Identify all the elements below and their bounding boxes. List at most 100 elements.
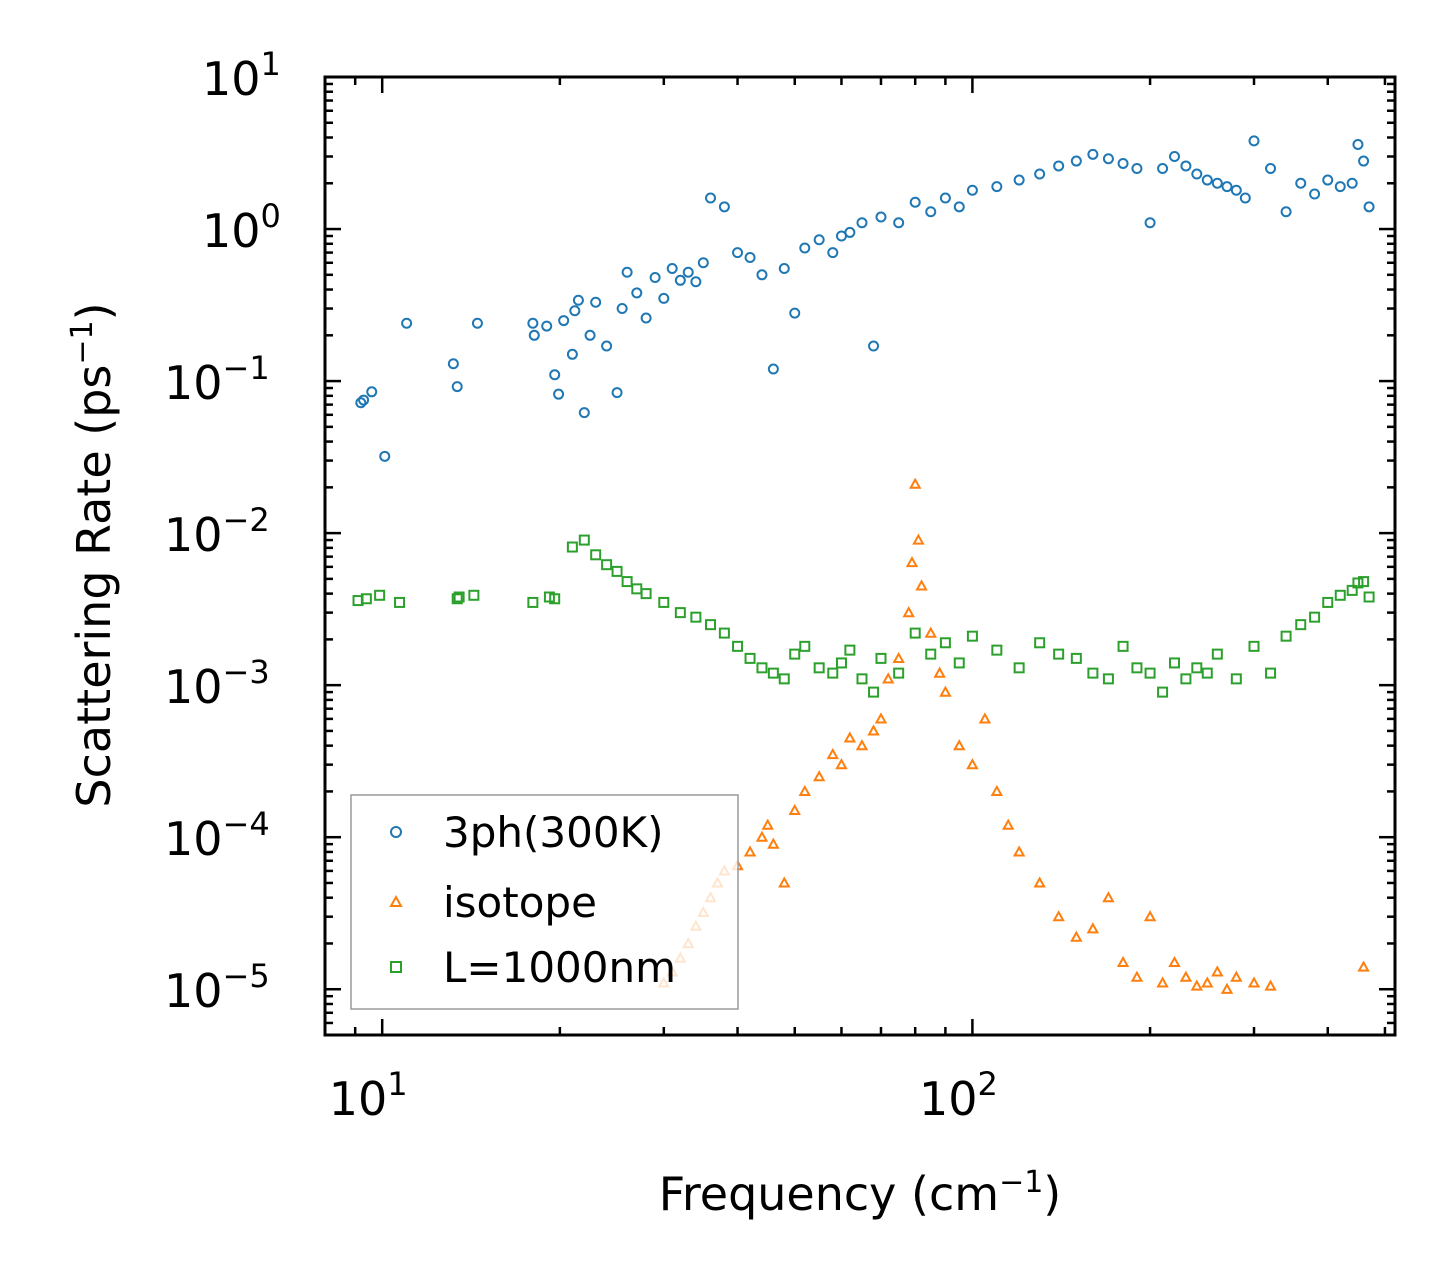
data-point	[925, 206, 937, 218]
data-point	[1201, 667, 1213, 679]
data-point	[374, 589, 386, 601]
data-point	[1211, 648, 1223, 660]
data-point	[953, 201, 965, 213]
data-point	[1363, 201, 1375, 213]
y-axis-label: Scattering Rate (ps−1)	[65, 302, 121, 807]
data-point	[1070, 155, 1082, 167]
data-point	[1264, 979, 1277, 991]
data-point	[1131, 662, 1143, 674]
data-point	[1052, 910, 1065, 922]
y-tick-label: 101	[202, 45, 281, 106]
y-tick-label: 10−3	[164, 653, 270, 714]
data-point	[1116, 955, 1130, 968]
data-point	[966, 758, 979, 770]
data-point	[1053, 160, 1065, 172]
data-point	[1002, 818, 1015, 830]
data-point	[1191, 662, 1203, 674]
data-point	[666, 263, 678, 275]
data-point	[453, 591, 465, 603]
data-point	[1190, 979, 1204, 991]
data-point	[394, 596, 406, 608]
data-point	[835, 758, 848, 770]
data-point	[1102, 891, 1115, 903]
y-tick-label: 100	[202, 197, 281, 258]
data-point	[447, 358, 459, 370]
legend-label: isotope	[443, 878, 597, 927]
data-point	[892, 651, 905, 663]
legend-marker	[389, 894, 403, 907]
data-point	[1086, 922, 1100, 934]
data-point	[1280, 206, 1292, 218]
data-point	[601, 559, 613, 571]
data-point	[933, 666, 946, 678]
data-point	[939, 637, 951, 649]
legend-marker	[390, 961, 402, 973]
data-point	[572, 294, 584, 306]
data-point	[789, 307, 801, 319]
data-point	[744, 652, 756, 664]
data-point	[401, 317, 413, 329]
data-point	[875, 211, 887, 223]
data-point	[1131, 163, 1143, 175]
data-point	[767, 667, 779, 679]
data-point	[1248, 135, 1260, 147]
data-point	[732, 640, 744, 652]
data-point	[991, 644, 1003, 656]
series-L=1000nm	[352, 534, 1375, 698]
data-point	[566, 348, 578, 360]
data-point	[366, 386, 378, 398]
legend-entry: 3ph(300K)	[390, 808, 663, 857]
legend-entry: isotope	[389, 878, 597, 927]
data-point	[1144, 667, 1156, 679]
data-point	[1169, 150, 1181, 162]
data-point	[1211, 965, 1224, 977]
data-point	[553, 388, 565, 400]
data-point	[1265, 667, 1277, 679]
data-point	[1221, 181, 1233, 193]
data-point	[909, 196, 921, 208]
data-point	[1180, 160, 1192, 172]
data-point	[674, 607, 686, 619]
data-point	[1169, 657, 1181, 669]
data-point	[732, 247, 744, 259]
data-point	[844, 644, 856, 656]
data-point	[697, 257, 709, 269]
data-point	[827, 247, 839, 259]
data-point	[611, 387, 623, 399]
data-point	[690, 611, 702, 623]
data-point	[1087, 148, 1099, 160]
data-point	[966, 630, 978, 642]
data-point	[1239, 192, 1251, 204]
data-point	[813, 662, 825, 674]
data-point	[1117, 157, 1129, 169]
data-point	[549, 369, 561, 381]
data-point	[621, 576, 633, 588]
legend: 3ph(300K) isotope L=1000nm	[350, 794, 739, 1010]
data-point	[778, 263, 790, 275]
data-point	[875, 652, 887, 664]
data-point	[640, 588, 652, 600]
data-point	[925, 648, 937, 660]
data-point	[761, 818, 774, 830]
data-point	[909, 477, 922, 489]
data-point	[541, 320, 553, 332]
data-point	[527, 317, 539, 329]
data-point	[909, 627, 921, 639]
data-point	[1179, 970, 1193, 982]
data-point	[1144, 217, 1156, 229]
data-point	[813, 234, 825, 246]
data-point	[578, 407, 590, 419]
data-point	[924, 626, 937, 638]
data-point	[718, 201, 730, 213]
data-point	[843, 731, 857, 743]
data-point	[584, 329, 596, 341]
data-point	[827, 667, 839, 679]
data-point	[912, 533, 925, 545]
data-point	[902, 606, 915, 618]
data-point	[558, 315, 570, 327]
data-point	[1346, 584, 1358, 596]
data-point	[590, 296, 602, 308]
series-layer	[352, 135, 1375, 994]
series-3ph(300K)	[355, 135, 1375, 462]
data-point	[798, 784, 811, 797]
